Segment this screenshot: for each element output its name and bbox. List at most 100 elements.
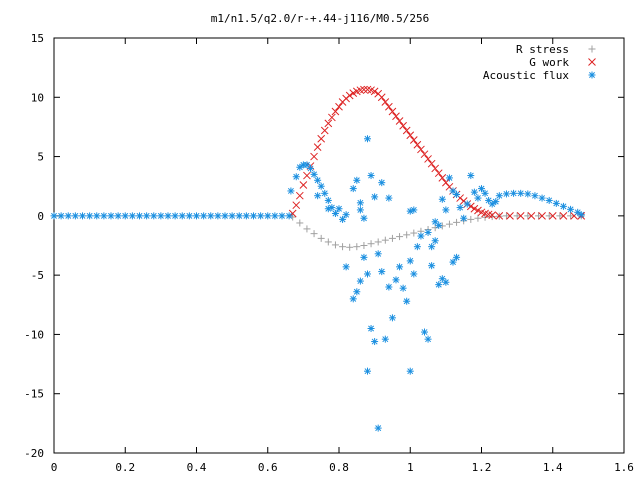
legend-label: R stress bbox=[516, 43, 569, 56]
data-point bbox=[488, 211, 497, 219]
data-point bbox=[121, 212, 129, 220]
data-point bbox=[93, 212, 101, 220]
data-point bbox=[481, 213, 489, 221]
data-point bbox=[410, 229, 418, 237]
data-point bbox=[406, 131, 415, 140]
data-point bbox=[442, 206, 450, 214]
legend-label: Acoustic flux bbox=[483, 69, 569, 82]
x-tick-label: 0.4 bbox=[187, 461, 207, 474]
data-point bbox=[506, 212, 514, 220]
data-point bbox=[378, 268, 386, 276]
data-point bbox=[488, 200, 496, 208]
data-point bbox=[552, 199, 560, 207]
data-point bbox=[342, 263, 350, 271]
data-point bbox=[548, 212, 557, 220]
data-point bbox=[331, 241, 339, 249]
data-point bbox=[328, 113, 336, 122]
data-point bbox=[271, 212, 279, 220]
data-point bbox=[310, 152, 318, 161]
data-point bbox=[406, 207, 414, 215]
data-point bbox=[413, 140, 422, 149]
data-point bbox=[395, 117, 404, 125]
data-point bbox=[339, 243, 347, 251]
data-point bbox=[449, 258, 457, 266]
data-point bbox=[257, 212, 265, 220]
data-point bbox=[335, 205, 343, 213]
data-point bbox=[516, 212, 525, 220]
data-point bbox=[559, 212, 568, 220]
data-point bbox=[445, 220, 453, 228]
data-point bbox=[371, 193, 379, 201]
data-point bbox=[388, 107, 397, 116]
data-point bbox=[228, 212, 236, 220]
data-point bbox=[388, 234, 396, 242]
data-point bbox=[474, 214, 482, 222]
data-point bbox=[310, 230, 318, 238]
x-tick-label: 1.6 bbox=[614, 461, 634, 474]
data-point bbox=[481, 189, 489, 197]
data-point bbox=[324, 119, 333, 128]
data-point bbox=[517, 189, 525, 197]
data-point bbox=[136, 212, 143, 220]
x-axis: 0 0.2 0.4 0.6 0.8 1 1.2 1.4 1.6 bbox=[51, 38, 634, 474]
data-point bbox=[409, 136, 418, 144]
data-point bbox=[79, 212, 86, 220]
data-point bbox=[417, 232, 425, 240]
x-tick-label: 1.2 bbox=[472, 461, 492, 474]
data-point bbox=[510, 189, 518, 197]
y-tick-label: 15 bbox=[31, 32, 44, 45]
data-point bbox=[495, 212, 504, 220]
data-point bbox=[428, 262, 436, 270]
data-point bbox=[356, 206, 364, 214]
data-point bbox=[502, 212, 510, 220]
data-point bbox=[367, 172, 375, 180]
series-2 bbox=[50, 135, 585, 432]
data-point bbox=[488, 213, 496, 221]
data-point bbox=[396, 233, 404, 241]
data-point bbox=[114, 212, 122, 220]
data-point bbox=[342, 211, 350, 219]
data-point bbox=[353, 243, 361, 251]
data-point bbox=[556, 212, 564, 220]
data-point bbox=[364, 135, 371, 143]
y-tick-label: 5 bbox=[37, 151, 44, 164]
data-point bbox=[502, 190, 510, 198]
data-point bbox=[307, 164, 314, 172]
data-point bbox=[364, 367, 371, 375]
data-point bbox=[370, 87, 379, 96]
data-point bbox=[57, 212, 65, 220]
data-point bbox=[545, 196, 553, 204]
data-point bbox=[538, 212, 546, 220]
data-point bbox=[324, 196, 332, 204]
data-point bbox=[377, 93, 386, 102]
data-point bbox=[64, 212, 72, 220]
data-point bbox=[470, 188, 478, 196]
data-point bbox=[353, 288, 361, 296]
data-point bbox=[378, 179, 386, 187]
data-point bbox=[321, 189, 329, 197]
data-point bbox=[150, 212, 158, 220]
data-point bbox=[71, 212, 79, 220]
data-point bbox=[345, 91, 354, 100]
data-point bbox=[396, 263, 404, 271]
x-tick-label: 0.2 bbox=[115, 461, 135, 474]
x-tick-label: 0.8 bbox=[329, 461, 349, 474]
legend-marker bbox=[588, 45, 596, 53]
data-point bbox=[431, 164, 440, 173]
data-point bbox=[485, 196, 493, 204]
y-tick-label: 10 bbox=[31, 91, 44, 104]
data-point bbox=[50, 212, 58, 220]
data-point bbox=[381, 98, 390, 106]
data-point bbox=[285, 212, 293, 220]
data-point bbox=[317, 134, 326, 143]
data-point bbox=[577, 211, 585, 219]
data-point bbox=[460, 214, 468, 222]
data-point bbox=[296, 219, 304, 227]
data-point bbox=[360, 253, 368, 261]
data-point bbox=[424, 228, 432, 236]
data-point bbox=[381, 335, 389, 343]
data-point bbox=[424, 335, 432, 343]
y-tick-label: 0 bbox=[37, 210, 44, 223]
x-tick-label: 1 bbox=[407, 461, 414, 474]
data-point bbox=[545, 212, 553, 220]
